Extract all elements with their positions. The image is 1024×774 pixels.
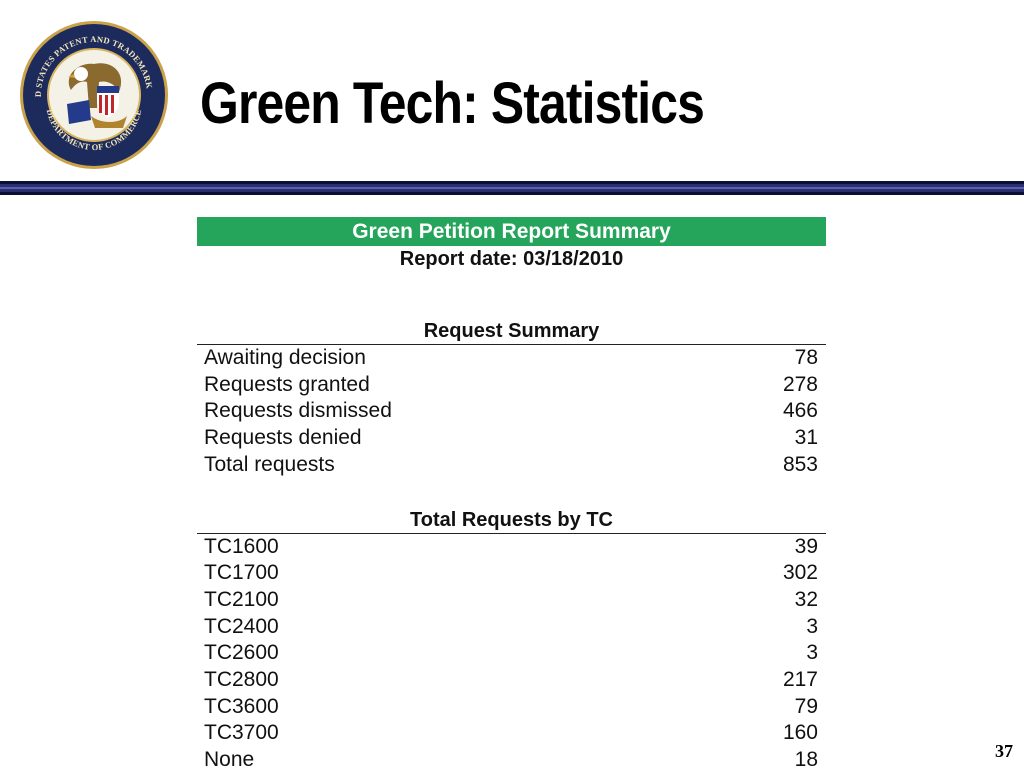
table-row: Awaiting decision 78 — [197, 345, 826, 372]
row-label: TC2800 — [204, 668, 279, 692]
row-value: 78 — [794, 346, 818, 369]
row-value: 79 — [794, 694, 818, 718]
row-label: TC2100 — [204, 587, 279, 611]
row-label: TC1600 — [204, 534, 279, 558]
section-title: Request Summary — [197, 318, 826, 345]
page-number: 37 — [995, 741, 1013, 761]
table-row: None 18 — [197, 747, 826, 774]
table-row: Requests granted 278 — [197, 372, 826, 399]
row-value: 853 — [782, 452, 818, 476]
row-value: 466 — [782, 399, 818, 423]
title-divider — [0, 181, 1024, 195]
row-label: TC3700 — [204, 721, 279, 745]
row-value: 217 — [782, 668, 818, 692]
green-petition-report: Green Petition Report Summary Report dat… — [197, 217, 826, 774]
row-value: 39 — [794, 534, 818, 558]
row-label: TC1700 — [204, 561, 279, 585]
row-value: 160 — [782, 721, 818, 745]
row-label: Total requests — [204, 452, 335, 476]
row-label: TC2600 — [204, 641, 279, 665]
row-value: 18 — [794, 748, 818, 772]
table-row: TC2800 217 — [197, 667, 826, 694]
table-row: TC1700 302 — [197, 560, 826, 587]
row-label: TC3600 — [204, 694, 279, 718]
section-title: Total Requests by TC — [197, 507, 826, 534]
table-row: Requests denied 31 — [197, 425, 826, 452]
row-label: Requests dismissed — [204, 399, 392, 423]
row-value: 302 — [782, 561, 818, 585]
row-label: Requests granted — [204, 372, 370, 396]
table-row: TC2400 3 — [197, 614, 826, 641]
table-row: TC3700 160 — [197, 720, 826, 747]
table-row: Requests dismissed 466 — [197, 398, 826, 425]
slide-title: Green Tech: Statistics — [200, 71, 705, 136]
requests-by-tc-section: Total Requests by TC TC1600 39 TC1700 30… — [197, 507, 826, 774]
table-row: TC2600 3 — [197, 640, 826, 667]
uspto-seal-icon: UNITED STATES PATENT AND TRADEMARK OFFIC… — [16, 12, 169, 170]
row-value: 31 — [794, 426, 818, 450]
table-row: TC3600 79 — [197, 694, 826, 721]
table-row: TC2100 32 — [197, 587, 826, 614]
row-label: Awaiting decision — [204, 346, 366, 369]
row-value: 3 — [806, 641, 818, 665]
row-label: Requests denied — [204, 426, 362, 450]
table-row: TC1600 39 — [197, 534, 826, 561]
report-header: Green Petition Report Summary — [197, 217, 826, 246]
table-row: Total requests 853 — [197, 452, 826, 479]
row-value: 3 — [806, 614, 818, 638]
row-value: 32 — [794, 587, 818, 611]
row-label: None — [204, 748, 255, 772]
row-label: TC2400 — [204, 614, 279, 638]
request-summary-section: Request Summary Awaiting decision 78 Req… — [197, 318, 826, 479]
report-date: Report date: 03/18/2010 — [399, 248, 624, 270]
row-value: 278 — [782, 372, 818, 396]
